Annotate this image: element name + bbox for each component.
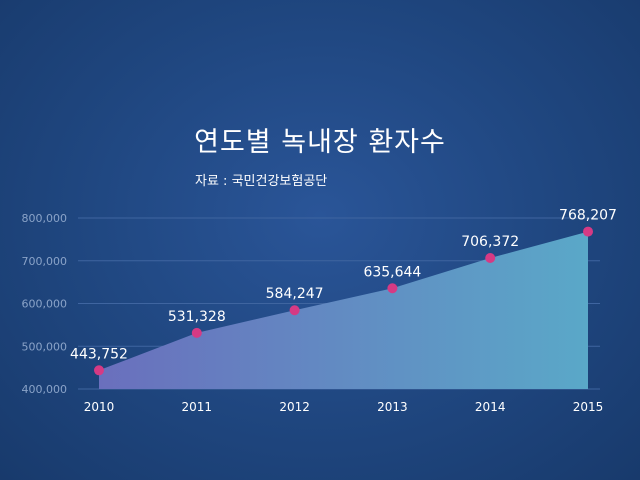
y-tick-label: 600,000 [22,298,68,311]
data-label: 531,328 [168,309,226,325]
data-label: 635,644 [363,264,421,280]
x-tick-label: 2013 [377,400,408,414]
x-tick-label: 2015 [573,400,604,414]
data-label: 584,247 [266,286,324,302]
data-point [583,226,593,237]
x-tick-label: 2011 [182,400,213,414]
data-point [387,283,398,294]
x-tick-label: 2010 [84,400,115,414]
data-point [94,365,104,376]
x-tick-label: 2012 [279,400,310,414]
data-label: 443,752 [70,346,128,362]
x-tick-label: 2014 [475,400,506,414]
y-tick-label: 700,000 [22,255,68,268]
data-point [485,253,496,264]
chart-subtitle: 자료 : 국민건강보험공단 [195,174,328,189]
data-label: 768,207 [559,208,617,224]
y-tick-label: 400,000 [22,383,68,396]
y-tick-label: 800,000 [22,212,68,225]
data-label: 706,372 [461,234,519,250]
data-point [289,305,300,316]
chart-title: 연도별 녹내장 환자수 [194,127,446,158]
series-area [99,231,588,389]
data-point [191,327,202,338]
y-tick-label: 500,000 [22,340,68,353]
